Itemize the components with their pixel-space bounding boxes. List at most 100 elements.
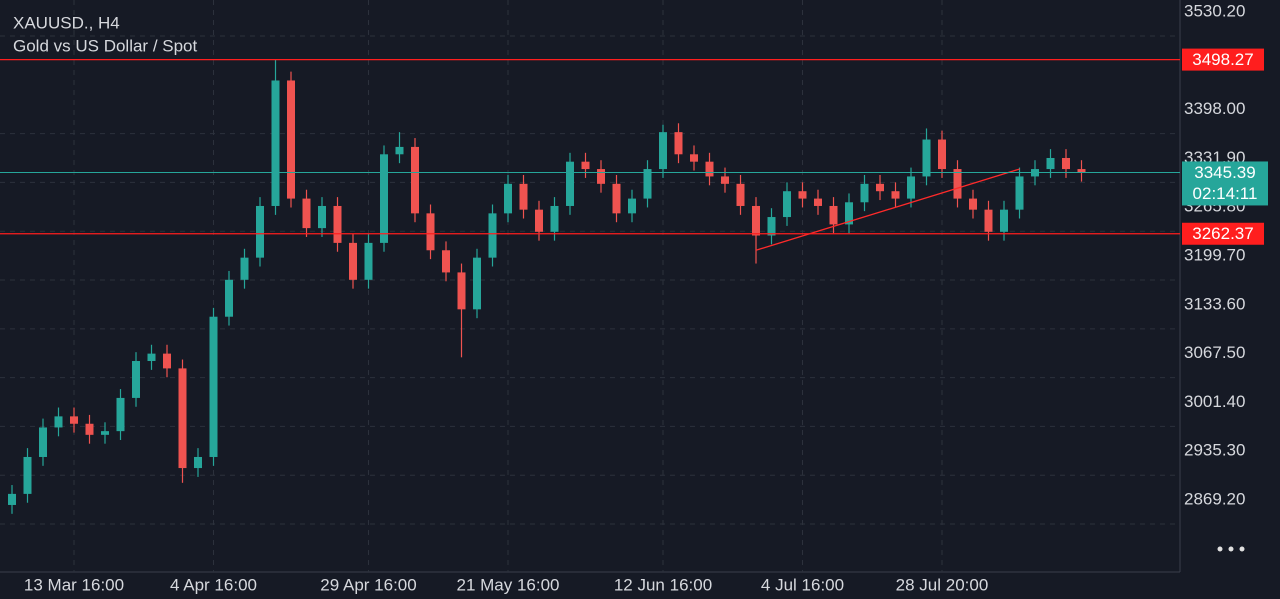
candle-body (581, 161, 590, 170)
candle-body (953, 169, 962, 199)
candle-body (364, 242, 373, 280)
candle-body (23, 456, 32, 494)
trendline (755, 168, 1020, 251)
candle-body (519, 183, 528, 210)
candle-body (984, 209, 993, 232)
candle-body (473, 257, 481, 310)
candle-body (54, 416, 63, 428)
candle-body (442, 250, 450, 273)
candle-body (628, 198, 636, 214)
candle-body (659, 132, 667, 170)
candle-body (535, 209, 543, 232)
candle-body (922, 139, 931, 177)
price-level-label: 3262.37 (1192, 224, 1253, 243)
candle-body (426, 213, 435, 251)
candle-body (101, 431, 109, 435)
candle-body (39, 427, 47, 457)
candle-body (845, 202, 853, 225)
candle-body (814, 198, 822, 206)
candle-body (271, 80, 280, 206)
x-tick-label: 28 Jul 20:00 (896, 575, 989, 594)
menu-dot[interactable] (1228, 546, 1234, 552)
candle-body (70, 416, 78, 424)
y-tick-label: 3001.40 (1184, 392, 1245, 411)
price-level-label: 3498.27 (1192, 50, 1253, 69)
price-level-tag (1182, 48, 1264, 71)
y-tick-label: 3398.00 (1184, 99, 1245, 118)
candle-body (411, 146, 419, 214)
candle-body (225, 279, 233, 317)
plot (0, 0, 1180, 572)
candle-body (690, 154, 698, 162)
candle-body (612, 183, 621, 214)
candle-body (504, 183, 512, 214)
candle-body (674, 132, 683, 155)
candle-body (1077, 169, 1086, 173)
candle-body (829, 205, 838, 225)
candle-body (240, 257, 249, 280)
candle-body (798, 191, 807, 199)
candle-body (488, 213, 497, 258)
candle-body (860, 183, 869, 203)
more-menu[interactable] (1217, 546, 1245, 552)
candle-body (643, 169, 652, 199)
candle-body (194, 456, 202, 469)
candle-body (907, 176, 915, 199)
candle-body (163, 353, 171, 369)
y-tick-label: 3133.60 (1184, 294, 1245, 313)
candle-body (178, 368, 187, 469)
y-tick-label: 2869.20 (1184, 489, 1245, 508)
candle-body (876, 183, 884, 192)
chart-subtitle: Gold vs US Dollar / Spot (13, 36, 198, 55)
menu-dot[interactable] (1217, 546, 1223, 552)
candle-body (1046, 157, 1055, 170)
current-price-label: 3345.39 (1194, 163, 1255, 182)
candle-body (1062, 157, 1070, 170)
candle-body (457, 272, 466, 310)
candle-body (395, 146, 404, 155)
candle-body (209, 316, 218, 457)
x-tick-label: 4 Apr 16:00 (170, 575, 257, 594)
candle-body (721, 176, 729, 184)
candle-body (938, 139, 946, 170)
menu-dot[interactable] (1239, 546, 1245, 552)
candle-body (302, 198, 311, 229)
y-tick-label: 3530.20 (1184, 2, 1245, 21)
candle-body (256, 205, 264, 258)
x-tick-label: 4 Jul 16:00 (761, 575, 844, 594)
x-tick-label: 13 Mar 16:00 (24, 575, 124, 594)
candle-body (85, 423, 94, 435)
candle-body (333, 205, 342, 243)
candle-body (597, 169, 605, 184)
current-price-tag (1182, 161, 1268, 206)
candle-body (566, 161, 574, 206)
candle-body (380, 154, 388, 243)
x-tick-label: 21 May 16:00 (456, 575, 559, 594)
candle-body (349, 242, 357, 280)
x-tick-label: 29 Apr 16:00 (320, 575, 416, 594)
candle-body (891, 191, 900, 199)
candle-body (783, 191, 791, 218)
candle-body (736, 183, 745, 206)
y-tick-label: 3067.50 (1184, 343, 1245, 362)
candle-body (116, 397, 125, 432)
candle-body (8, 493, 16, 505)
countdown-label: 02:14:11 (1193, 184, 1258, 203)
x-tick-label: 12 Jun 16:00 (614, 575, 712, 594)
y-tick-label: 2935.30 (1184, 441, 1245, 460)
candle-body (287, 80, 295, 199)
y-tick-label: 3199.70 (1184, 246, 1245, 265)
candle-body (705, 161, 714, 177)
price-level-tag (1182, 222, 1264, 245)
candle-body (1015, 176, 1024, 210)
candle-body (147, 353, 156, 362)
candle-body (969, 198, 977, 210)
candle-body (550, 205, 559, 232)
candle-body (752, 205, 760, 236)
candle-body (132, 361, 140, 398)
candle-body (767, 217, 776, 236)
chart-title: XAUUSD., H4 (13, 13, 120, 32)
candle-body (1000, 209, 1008, 232)
